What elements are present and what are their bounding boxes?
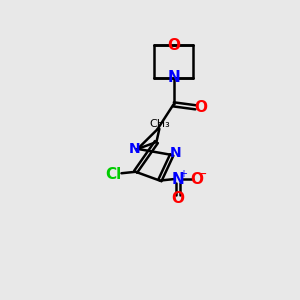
- Text: O: O: [167, 38, 180, 53]
- Text: Cl: Cl: [105, 167, 122, 182]
- Text: +: +: [179, 169, 187, 179]
- Text: O: O: [172, 191, 184, 206]
- Text: CH₃: CH₃: [149, 118, 170, 128]
- Text: N: N: [169, 146, 181, 161]
- Text: N: N: [172, 172, 184, 187]
- Text: N: N: [128, 142, 140, 156]
- Text: O: O: [194, 100, 207, 115]
- Text: N: N: [167, 70, 180, 86]
- Text: O: O: [190, 172, 203, 187]
- Text: −: −: [196, 168, 207, 181]
